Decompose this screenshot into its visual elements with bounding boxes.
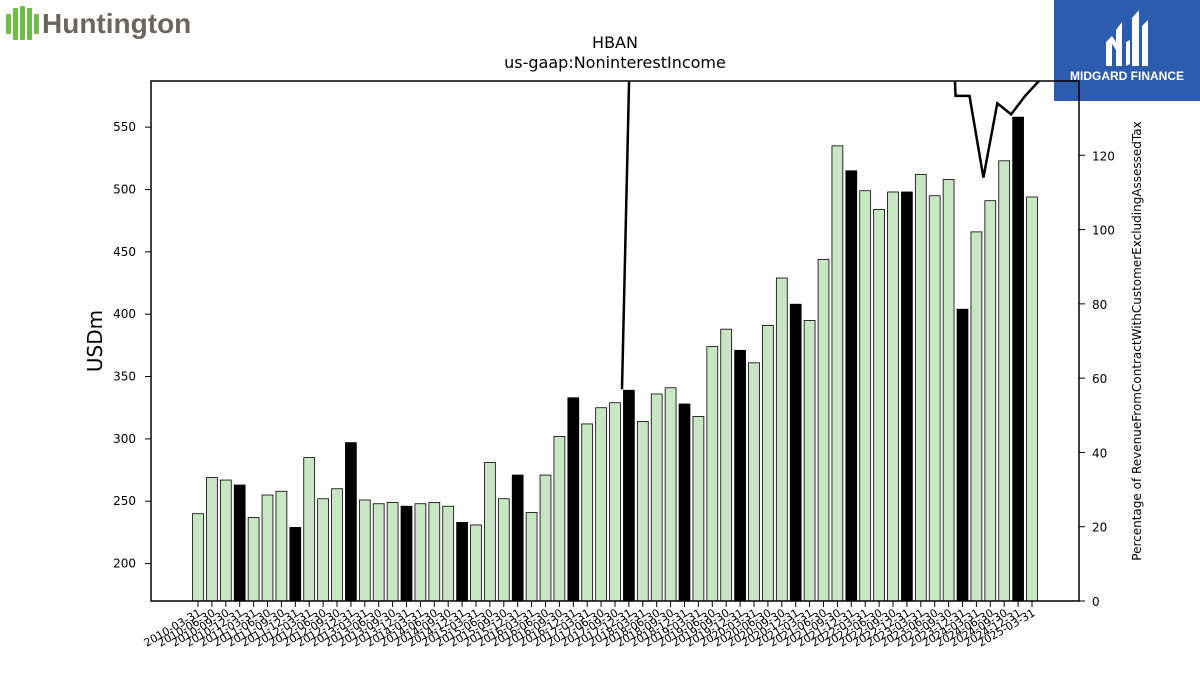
bar: [219, 479, 232, 602]
bar: [984, 200, 997, 602]
percentage-line-group: [620, 81, 1040, 390]
y2-tick-label: 40: [1092, 446, 1107, 460]
bar: [706, 346, 719, 602]
y-tick-label: 500: [113, 182, 136, 196]
bar: [331, 488, 343, 602]
bar: [845, 170, 858, 602]
bar: [859, 190, 872, 602]
bar: [762, 325, 774, 602]
huntington-logo-text: Huntington: [42, 8, 191, 39]
bar: [206, 477, 218, 602]
bar: [734, 349, 746, 602]
bar: [484, 462, 496, 602]
bar: [261, 494, 274, 602]
bar: [803, 320, 816, 602]
bar: [928, 195, 941, 602]
bar: [303, 457, 316, 602]
bar: [831, 145, 844, 602]
x-axis-ticks: 2010-03-312010-06-302010-09-302010-12-31…: [142, 601, 1038, 650]
bar: [623, 389, 635, 602]
bar: [887, 191, 899, 602]
bar: [567, 397, 580, 602]
left-axis-ticks: 200 250 300 350 400 450 500 550: [113, 120, 151, 571]
bar: [525, 512, 538, 602]
percentage-line: [620, 81, 1040, 390]
midgard-mark-icon: [1106, 10, 1148, 66]
bar: [497, 498, 510, 602]
y-tick-label: 250: [113, 494, 136, 508]
bar: [970, 231, 983, 602]
bar: [289, 527, 302, 602]
bar: [873, 209, 885, 602]
bar: [942, 179, 955, 602]
y-axis-label: USDm: [83, 310, 107, 372]
bar: [386, 502, 399, 602]
bars-group: [192, 116, 1038, 602]
y2-tick-label: 100: [1092, 224, 1115, 238]
y2-tick-label: 80: [1092, 298, 1107, 312]
bar: [789, 303, 802, 602]
bar: [456, 522, 468, 602]
y2-tick-label: 20: [1092, 521, 1107, 535]
bar: [748, 362, 760, 602]
y-tick-label: 200: [113, 557, 136, 571]
y-tick-label: 400: [113, 307, 136, 321]
bar: [998, 160, 1011, 602]
y2-tick-label: 0: [1092, 595, 1100, 609]
bar: [692, 416, 705, 602]
chart-title: HBAN: [592, 33, 638, 52]
bar: [317, 498, 329, 602]
midgard-finance-logo-text: MIDGARD FINANCE: [1070, 69, 1184, 83]
bar: [233, 484, 246, 602]
bar: [275, 490, 288, 602]
bar: [775, 277, 788, 602]
y2-tick-label: 60: [1092, 372, 1107, 386]
bar: [650, 393, 663, 602]
bar: [901, 191, 913, 602]
bar: [247, 517, 260, 602]
bar: [442, 505, 455, 602]
y-tick-label: 300: [113, 432, 136, 446]
bar: [1026, 196, 1038, 602]
huntington-logo: Huntington: [6, 6, 191, 40]
bar: [678, 403, 691, 602]
bar: [720, 328, 733, 602]
bar: [539, 474, 552, 602]
y-tick-label: 550: [113, 120, 136, 134]
bar: [414, 503, 427, 602]
bar: [1012, 116, 1024, 602]
bar: [817, 258, 830, 602]
bar: [428, 502, 441, 602]
bar: [581, 423, 594, 602]
chart-subtitle: us-gaap:NoninterestIncome: [504, 53, 726, 72]
bar: [400, 505, 413, 602]
bar: [595, 407, 607, 602]
bar: [956, 308, 969, 602]
bar: [372, 503, 385, 602]
bar: [664, 387, 677, 602]
bar: [345, 442, 357, 602]
bar: [636, 421, 649, 602]
bar: [470, 524, 482, 602]
bar: [192, 513, 204, 602]
y-tick-label: 350: [113, 370, 136, 384]
y-tick-label: 450: [113, 245, 136, 259]
bar: [914, 174, 927, 602]
bar: [553, 435, 566, 602]
right-axis-ticks: 0 20 40 60 80 100 120: [1079, 149, 1115, 609]
y2-tick-label: 120: [1092, 149, 1115, 163]
bar: [511, 474, 524, 602]
bar: [609, 402, 621, 602]
y2-axis-label: Percentage of RevenueFromContractWithCus…: [1130, 121, 1144, 560]
huntington-mark-icon: [6, 6, 39, 40]
bar: [358, 499, 371, 602]
